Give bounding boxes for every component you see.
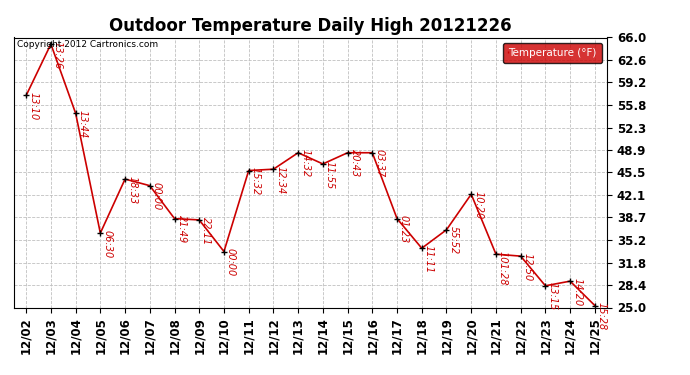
Text: 15:32: 15:32 [250, 167, 261, 195]
Text: 13:44: 13:44 [77, 110, 88, 138]
Text: 13:15: 13:15 [547, 282, 558, 311]
Text: 20:43: 20:43 [350, 150, 359, 178]
Text: 12:34: 12:34 [275, 166, 286, 194]
Text: 00:00: 00:00 [226, 248, 236, 276]
Text: 15:28: 15:28 [597, 302, 607, 330]
Text: 00:00: 00:00 [152, 182, 161, 211]
Text: 10:20: 10:20 [473, 191, 483, 219]
Text: 11:55: 11:55 [325, 160, 335, 189]
Text: 22:11: 22:11 [201, 217, 211, 245]
Text: 13:10: 13:10 [28, 92, 38, 120]
Text: 11:11: 11:11 [424, 245, 434, 273]
Text: 18:33: 18:33 [127, 176, 137, 204]
Legend: Temperature (°F): Temperature (°F) [503, 43, 602, 63]
Title: Outdoor Temperature Daily High 20121226: Outdoor Temperature Daily High 20121226 [109, 16, 512, 34]
Text: 01:23: 01:23 [399, 215, 409, 243]
Text: 21:49: 21:49 [177, 215, 186, 243]
Text: 12:50: 12:50 [522, 253, 533, 281]
Text: 14:32: 14:32 [300, 150, 310, 178]
Text: 101:28: 101:28 [498, 251, 508, 285]
Text: 55:52: 55:52 [448, 226, 458, 255]
Text: 14:20: 14:20 [572, 278, 582, 306]
Text: Copyright 2012 Cartronics.com: Copyright 2012 Cartronics.com [17, 40, 158, 49]
Text: 03:37: 03:37 [374, 150, 384, 178]
Text: 06:30: 06:30 [102, 230, 112, 258]
Text: 13:26: 13:26 [53, 41, 63, 69]
